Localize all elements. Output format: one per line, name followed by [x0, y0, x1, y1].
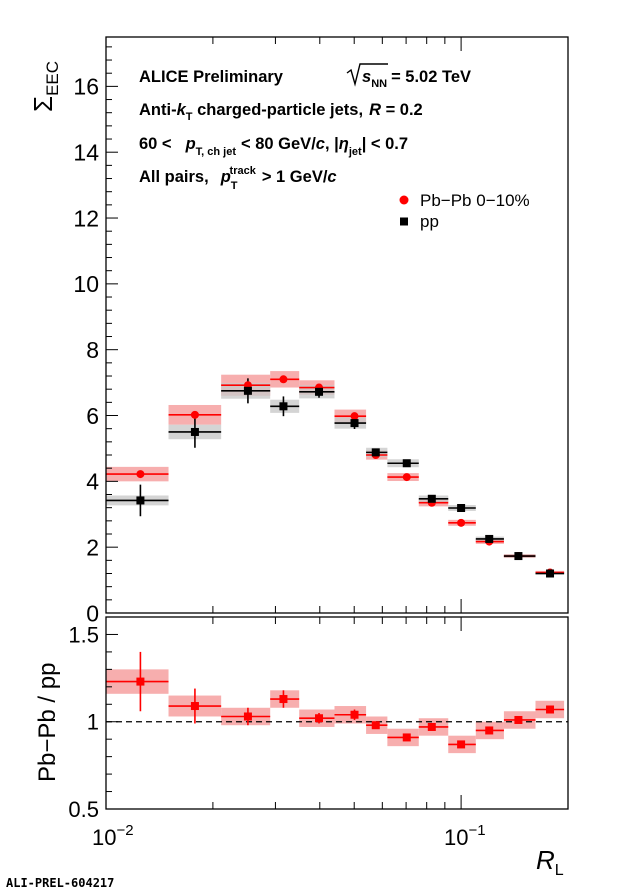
- sqrt-symbol: [346, 63, 388, 87]
- y-tick-label: 4: [86, 469, 99, 495]
- bottom-x-ticks: [105, 617, 569, 809]
- annotation-line-1: ALICE Preliminary: [139, 68, 284, 86]
- pp-point: [190, 427, 199, 436]
- ratio-syst-bands: [106, 669, 565, 754]
- legend-marker-pbpb: [399, 195, 409, 205]
- pp-point: [315, 387, 324, 396]
- top-panel: 0 2 4 6 8 10 12 14 16 ΣEEC ALICE Preliminary sNN…: [28, 36, 569, 626]
- ratio-point: [402, 733, 411, 742]
- bottom-y-axis-label: Pb−Pb / pp: [34, 663, 61, 782]
- y-tick-label: 12: [73, 205, 99, 231]
- annotation-line-4: All pairs, pTtrack > 1 GeV/c: [139, 165, 337, 192]
- legend-marker-pp: [400, 217, 408, 226]
- top-y-axis: 0 2 4 6 8 10 12 14 16: [73, 46, 118, 626]
- ratio-point: [546, 705, 555, 714]
- y-tick-label: 16: [73, 74, 99, 100]
- ratio-point: [315, 714, 324, 723]
- top-syst-bands: [106, 371, 565, 575]
- pp-point: [546, 569, 555, 578]
- bottom-plot-frame: [105, 616, 569, 810]
- y-tick-label: 8: [86, 337, 99, 363]
- pbpb-point: [279, 375, 288, 384]
- ratio-point: [279, 695, 288, 704]
- y-tick-label: 10: [73, 271, 99, 297]
- top-y-axis-label: ΣEEC: [28, 61, 62, 112]
- sqrt-s-nn: sNN = 5.02 TeV: [346, 63, 471, 90]
- top-markers: [136, 375, 555, 578]
- pbpb-point: [136, 470, 145, 479]
- ratio-point: [514, 715, 523, 724]
- y-tick-label: 1.5: [68, 622, 99, 647]
- y-tick-label: 0.5: [68, 797, 99, 822]
- ratio-point: [350, 710, 359, 719]
- ratio-point: [371, 721, 380, 730]
- pp-point: [485, 534, 494, 543]
- pp-point: [402, 459, 411, 468]
- legend-label-pbpb: Pb−Pb 0−10%: [420, 191, 530, 210]
- y-tick-label: 2: [86, 534, 99, 560]
- bottom-y-axis: 0.5 1 1.5: [68, 616, 118, 822]
- pbpb-point: [190, 410, 199, 419]
- watermark: ALI-PREL-604217: [6, 876, 114, 890]
- pbpb-point: [457, 518, 466, 527]
- pp-point: [427, 494, 436, 503]
- pp-point: [350, 419, 359, 428]
- x-axis-label: RL: [536, 845, 564, 879]
- pbpb-point: [350, 412, 359, 421]
- pbpb-point: [402, 473, 411, 482]
- annotation-line-3: 60 < pT, ch jet < 80 GeV/c, |ηjet| < 0.7: [139, 135, 408, 158]
- ratio-point: [427, 722, 436, 731]
- y-tick-label: 1: [87, 710, 99, 735]
- y-tick-label: 14: [73, 139, 99, 165]
- ratio-point: [457, 740, 466, 749]
- ratio-point: [136, 677, 145, 686]
- y-tick-label: 6: [86, 403, 99, 429]
- pp-point: [136, 496, 145, 505]
- legend: Pb−Pb 0−10% pp: [399, 191, 530, 231]
- pp-point: [279, 402, 288, 411]
- top-plot-frame: [105, 36, 569, 614]
- pp-point: [514, 552, 523, 561]
- y-tick-label: 0: [86, 600, 99, 626]
- x-tick-label-0.01: 10−2: [92, 822, 134, 850]
- ratio-point: [485, 726, 494, 735]
- ratio-point: [243, 712, 252, 721]
- svg-text:sNN= 5.02 TeV: sNN = 5.02 TeV: [362, 68, 471, 90]
- x-tick-label-0.1: 10−1: [444, 822, 486, 850]
- legend-label-pp: pp: [420, 212, 439, 231]
- bottom-panel: 0.5 1 1.5 Pb−Pb / pp 10−2 10−1 RL: [34, 616, 569, 879]
- annotation-line-2: Anti-kT charged-particle jets, R = 0.2: [139, 101, 423, 123]
- pp-point: [243, 386, 252, 395]
- ratio-markers: [136, 677, 555, 749]
- pp-point: [371, 448, 380, 457]
- ratio-point: [190, 702, 199, 711]
- top-x-ticks: [105, 37, 569, 613]
- pp-point: [457, 504, 466, 513]
